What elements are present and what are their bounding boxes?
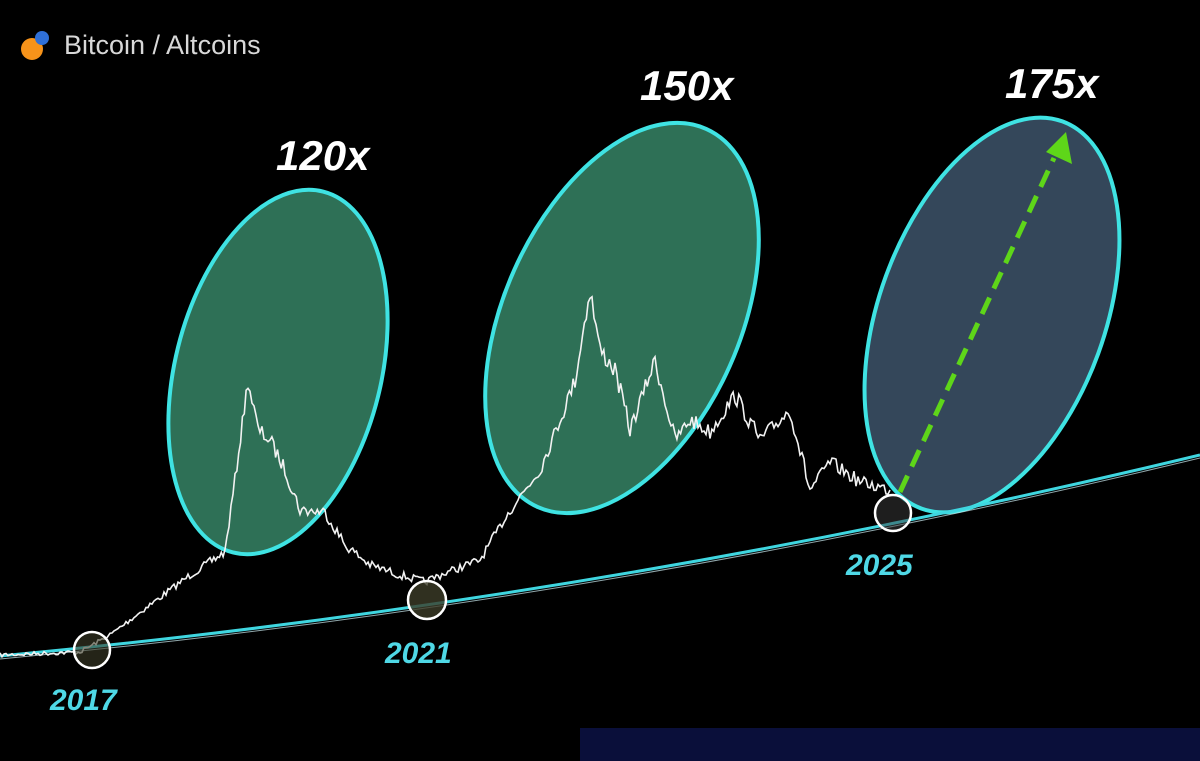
cycle-ellipse (166, 187, 390, 557)
price-line (0, 295, 891, 659)
projection-arrowhead (1046, 132, 1072, 164)
btc-icon (21, 38, 43, 60)
cycle-low-marker (873, 493, 913, 533)
multiple-label: 150x (640, 62, 735, 109)
cycle-ellipse (483, 120, 761, 516)
support-trendline (0, 453, 1200, 658)
projection-arrow (897, 156, 1057, 494)
support-trendline-edge (0, 457, 1200, 660)
multiple-label: 175x (1005, 60, 1100, 107)
projected-ellipse (862, 115, 1122, 515)
cycle-low-marker (406, 579, 448, 621)
alt-icon (35, 31, 49, 45)
multiple-label: 120x (276, 132, 371, 179)
title: Bitcoin / Altcoins (64, 30, 261, 60)
year-label: 2021 (384, 637, 452, 670)
corner-panel (580, 728, 1200, 761)
year-label: 2017 (49, 684, 118, 717)
year-label: 2025 (845, 549, 914, 582)
cycle-low-marker (72, 630, 112, 670)
